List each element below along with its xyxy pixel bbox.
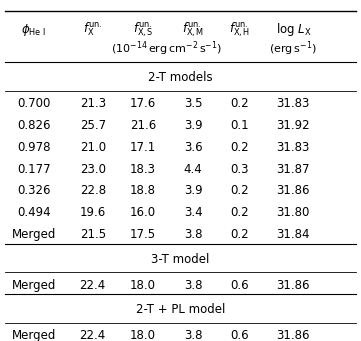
Text: 21.3: 21.3 [80,97,106,110]
Text: 3.4: 3.4 [184,206,203,219]
Text: Merged: Merged [12,279,56,292]
Text: Merged: Merged [12,228,56,241]
Text: 3.5: 3.5 [184,97,202,110]
Text: 0.177: 0.177 [17,163,51,176]
Text: 31.83: 31.83 [277,141,310,154]
Text: 0.2: 0.2 [230,141,249,154]
Text: 31.80: 31.80 [277,206,310,219]
Text: 31.86: 31.86 [277,279,310,292]
Text: 0.1: 0.1 [230,119,249,132]
Text: $(10^{-14}\,\mathrm{erg\,cm^{-2}\,s^{-1}})$: $(10^{-14}\,\mathrm{erg\,cm^{-2}\,s^{-1}… [110,39,222,58]
Text: 0.978: 0.978 [17,141,51,154]
Text: 21.5: 21.5 [80,228,106,241]
Text: 31.83: 31.83 [277,97,310,110]
Text: 3-T model: 3-T model [151,253,210,266]
Text: 17.6: 17.6 [130,97,156,110]
Text: 3.9: 3.9 [184,119,203,132]
Text: 3.9: 3.9 [184,184,203,197]
Text: 0.494: 0.494 [17,206,51,219]
Text: 0.3: 0.3 [230,163,249,176]
Text: 31.87: 31.87 [277,163,310,176]
Text: 0.2: 0.2 [230,206,249,219]
Text: 18.0: 18.0 [130,329,156,341]
Text: 0.6: 0.6 [230,279,249,292]
Text: 31.86: 31.86 [277,329,310,341]
Text: 18.3: 18.3 [130,163,156,176]
Text: 2-T + PL model: 2-T + PL model [136,303,225,316]
Text: 22.4: 22.4 [80,279,106,292]
Text: 18.0: 18.0 [130,279,156,292]
Text: 2-T models: 2-T models [148,71,213,85]
Text: 17.1: 17.1 [130,141,156,154]
Text: 0.326: 0.326 [17,184,51,197]
Text: 19.6: 19.6 [80,206,106,219]
Text: $f_{\rm X,S}^{\rm un.}$: $f_{\rm X,S}^{\rm un.}$ [132,20,153,39]
Text: Merged: Merged [12,329,56,341]
Text: $\phi_{\rm He\ I}$: $\phi_{\rm He\ I}$ [21,21,46,38]
Text: $f_{\rm X}^{\rm un.}$: $f_{\rm X}^{\rm un.}$ [83,21,102,38]
Text: 22.4: 22.4 [80,329,106,341]
Text: 31.86: 31.86 [277,184,310,197]
Text: $\log\,L_{\rm X}$: $\log\,L_{\rm X}$ [275,21,311,38]
Text: 0.6: 0.6 [230,329,249,341]
Text: 0.2: 0.2 [230,97,249,110]
Text: 22.8: 22.8 [80,184,106,197]
Text: $(\mathrm{erg\,s^{-1}})$: $(\mathrm{erg\,s^{-1}})$ [269,39,317,58]
Text: $f_{\rm X,M}^{\rm un.}$: $f_{\rm X,M}^{\rm un.}$ [182,20,204,39]
Text: 0.826: 0.826 [17,119,51,132]
Text: 31.92: 31.92 [277,119,310,132]
Text: 16.0: 16.0 [130,206,156,219]
Text: 25.7: 25.7 [80,119,106,132]
Text: 18.8: 18.8 [130,184,156,197]
Text: 21.0: 21.0 [80,141,106,154]
Text: 3.6: 3.6 [184,141,203,154]
Text: 23.0: 23.0 [80,163,106,176]
Text: 31.84: 31.84 [277,228,310,241]
Text: 0.2: 0.2 [230,228,249,241]
Text: $f_{\rm X,H}^{\rm un.}$: $f_{\rm X,H}^{\rm un.}$ [229,20,250,39]
Text: 3.8: 3.8 [184,329,202,341]
Text: 3.8: 3.8 [184,279,202,292]
Text: 0.700: 0.700 [17,97,50,110]
Text: 0.2: 0.2 [230,184,249,197]
Text: 4.4: 4.4 [184,163,203,176]
Text: 17.5: 17.5 [130,228,156,241]
Text: 3.8: 3.8 [184,228,202,241]
Text: 21.6: 21.6 [130,119,156,132]
